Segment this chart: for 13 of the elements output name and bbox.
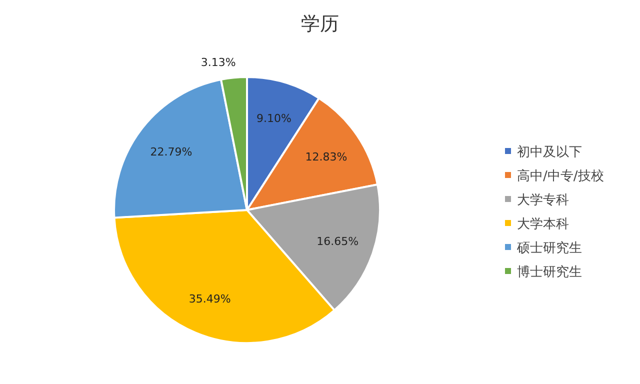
data-label: 35.49% (188, 292, 231, 306)
data-label: 12.83% (305, 150, 348, 164)
chart-title: 学历 (301, 13, 339, 35)
legend-label: 初中及以下 (517, 145, 582, 160)
data-label: 3.13% (200, 56, 236, 69)
legend-label: 高中/中专/技校 (517, 168, 604, 184)
legend-label: 大学专科 (517, 193, 569, 208)
legend-label: 大学本科 (517, 217, 569, 232)
data-label: 16.65% (316, 235, 359, 248)
legend-label: 硕士研究生 (516, 241, 582, 256)
data-label: 9.10% (256, 112, 292, 126)
legend-label: 博士研究生 (517, 265, 582, 280)
data-label: 22.79% (150, 145, 192, 158)
